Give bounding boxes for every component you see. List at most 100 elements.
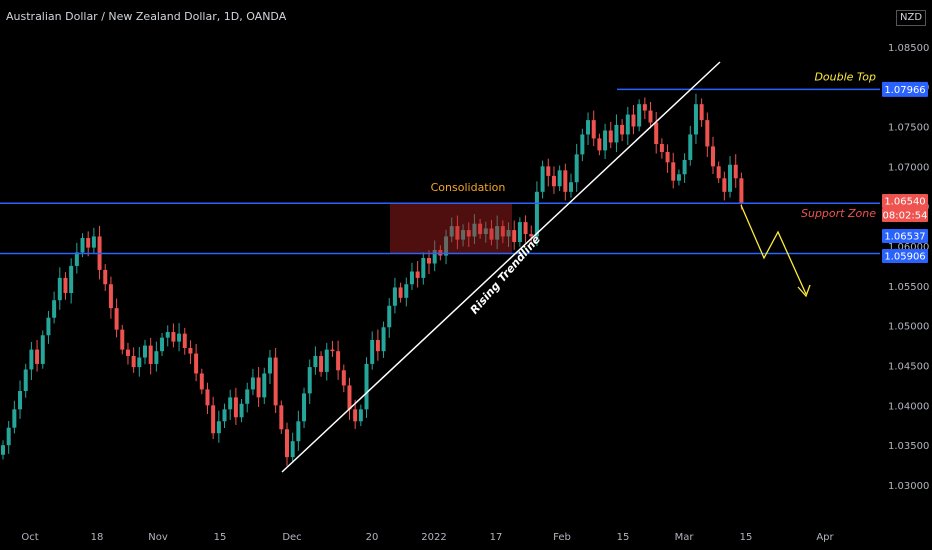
candle: [506, 222, 511, 247]
candle-body: [137, 357, 142, 368]
candle-body: [699, 104, 704, 121]
symbol-title: Australian Dollar / New Zealand Dollar, …: [6, 10, 287, 23]
candle-body: [353, 409, 358, 422]
candle: [665, 144, 670, 173]
candle-body: [330, 349, 335, 352]
time-axis[interactable]: Oct 18 Nov 15 Dec 20 2022 17 Feb 15 Mar 15 Apr: [21, 532, 834, 543]
candle: [52, 291, 57, 324]
candle: [245, 382, 250, 413]
y-tick-label: 1.08500: [888, 43, 929, 54]
consolidation-zone[interactable]: [390, 203, 512, 254]
candle: [625, 106, 630, 145]
candle: [199, 368, 204, 395]
candle: [569, 173, 573, 198]
x-tick-label: 20: [366, 532, 379, 543]
candle-body: [614, 124, 619, 143]
candle-body: [199, 373, 204, 390]
candle: [6, 420, 11, 454]
double-top-price-tag-bg: [882, 81, 928, 97]
candle: [330, 340, 335, 357]
projection-path[interactable]: [740, 204, 807, 295]
currency-label[interactable]: NZD: [896, 10, 927, 26]
rising-trendline[interactable]: [281, 61, 721, 473]
candle-body: [739, 178, 744, 203]
candle: [489, 219, 494, 246]
candle: [398, 282, 403, 303]
candle: [654, 111, 659, 154]
candle: [483, 221, 488, 243]
candle: [455, 215, 460, 250]
x-tick-label: Feb: [553, 532, 571, 543]
candle-body: [370, 340, 375, 364]
candle-body: [421, 257, 426, 278]
candle: [137, 347, 142, 377]
candle: [364, 357, 369, 418]
candle-body: [517, 222, 522, 243]
candle: [1, 440, 5, 460]
candle: [336, 340, 341, 380]
candle-body: [18, 391, 23, 410]
consolidation-label: Consolidation: [431, 181, 506, 194]
double-top-price-tag: 1.07966: [882, 81, 928, 97]
candle-body: [143, 345, 147, 358]
candle: [682, 153, 687, 183]
candle-body: [722, 178, 727, 192]
candle: [279, 400, 284, 435]
candle: [444, 229, 449, 265]
candle: [478, 218, 483, 239]
candle-body: [654, 122, 659, 145]
candle-body: [409, 271, 414, 285]
candle: [194, 344, 199, 382]
candle-body: [733, 164, 738, 179]
candle: [182, 327, 187, 355]
candle: [296, 410, 301, 451]
candle: [12, 400, 17, 434]
candle-body: [574, 154, 579, 183]
candle-body: [603, 130, 608, 151]
x-tick-label: 15: [740, 532, 753, 543]
candle-body: [222, 409, 227, 422]
candle-body: [165, 332, 170, 338]
candle: [273, 347, 278, 414]
y-tick-label: 1.03500: [888, 441, 929, 452]
support-price-tag-bg: [882, 229, 928, 243]
candle-body: [523, 222, 528, 235]
candle: [262, 367, 267, 405]
candle: [307, 359, 312, 404]
candle: [35, 340, 40, 372]
candle-body: [358, 409, 363, 422]
candle: [188, 340, 193, 365]
candle: [540, 160, 545, 199]
candle: [74, 242, 79, 274]
candle-body: [427, 257, 431, 264]
candle: [523, 215, 528, 243]
candle-body: [364, 363, 369, 410]
candle: [631, 104, 636, 135]
candle-body: [211, 405, 216, 434]
candle-body: [120, 329, 125, 350]
candle: [86, 231, 91, 257]
candle-body: [35, 349, 40, 364]
candle-body: [648, 110, 653, 123]
support-price-tag: 1.06537: [882, 229, 928, 243]
candle: [688, 125, 693, 166]
candle-body: [262, 373, 267, 398]
support-bottom-price-tag: 1.05906: [882, 249, 928, 263]
candle-body: [302, 393, 307, 422]
support-bottom-price-tag-bg: [882, 249, 928, 263]
candle: [409, 262, 414, 290]
candle: [23, 363, 28, 398]
candle: [620, 119, 625, 142]
candle: [472, 214, 477, 245]
double-top-label: Double Top: [814, 70, 876, 83]
candle-body: [239, 403, 244, 418]
candle-body: [387, 305, 392, 328]
candle: [659, 138, 664, 159]
candle: [160, 332, 165, 356]
candle: [432, 240, 437, 272]
candle-body: [705, 120, 710, 147]
candle-body: [188, 347, 193, 354]
y-tick-label: 1.07500: [888, 122, 929, 133]
